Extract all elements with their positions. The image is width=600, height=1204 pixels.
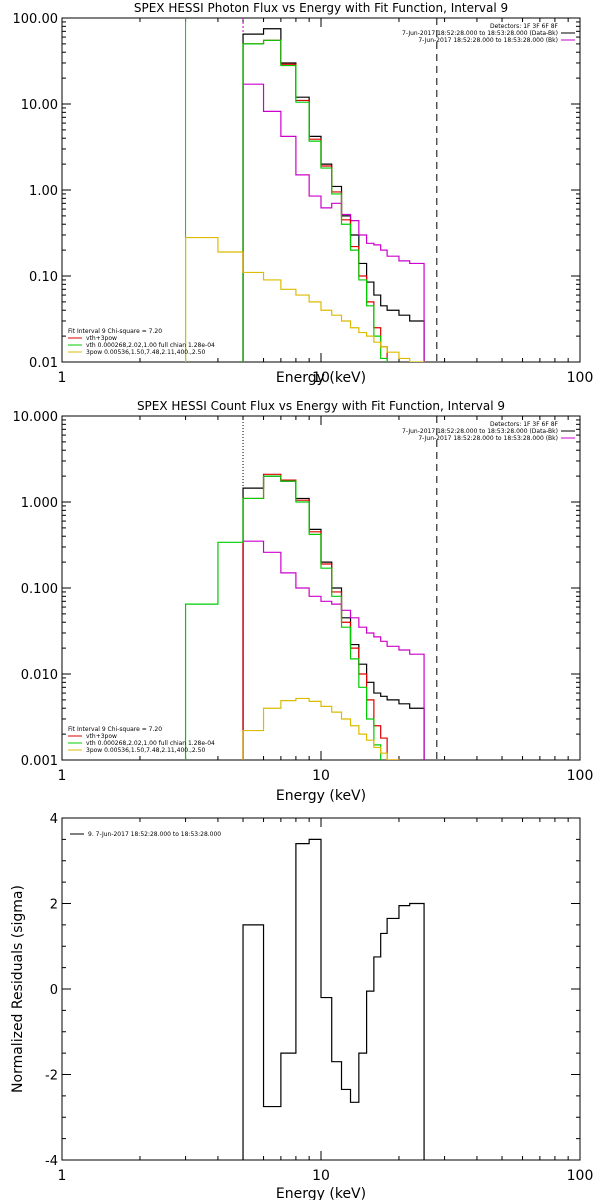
y-tick-label: -4	[45, 1154, 58, 1169]
series-vth	[242, 39, 388, 362]
y-tick-label: 10.000	[13, 410, 59, 425]
series-data_minus_bk	[242, 28, 425, 362]
x-tick-label: 100	[567, 1168, 594, 1184]
series-vth	[184, 475, 382, 760]
x-tick-label: 100	[567, 370, 594, 386]
chart-panel-3: 1 10 100 -4 -2 0 2 4 Energy (keV) Normalized Resi…	[10, 812, 594, 1202]
y-tick-label: 0.01	[29, 356, 58, 371]
legend-entry: 3pow 0.00536,1.50,7.48,2.11,400.,2.50	[86, 349, 205, 356]
chart-panel-1: SPEX HESSI Photon Flux vs Energy with Fi…	[13, 1, 594, 386]
series-data_minus_bk	[242, 475, 425, 760]
y-tick-label: 4	[50, 812, 58, 827]
plot-area	[184, 416, 438, 760]
x-axis-label: Energy (keV)	[276, 370, 366, 386]
legend-entry: vth 0.000268,2.02,1.00 full chian 1.28e-…	[86, 740, 215, 747]
series-residuals	[242, 838, 425, 1160]
legend-entry: 7-Jun-2017 18:52:28.000 to 18:53:28.000 …	[402, 30, 558, 37]
x-tick-label: 10	[312, 1168, 330, 1184]
series-bk	[242, 540, 425, 760]
legend-entry: vth+3pow	[86, 733, 117, 740]
y-tick-label: 0.10	[29, 270, 58, 285]
x-tick-label: 10	[312, 370, 330, 386]
series-bk	[242, 83, 425, 362]
plot-frame	[61, 415, 581, 761]
y-tick-label: 0	[50, 983, 58, 998]
legend-entry: Fit Interval 9 Chi-square = 7.20	[68, 726, 162, 733]
legend-entry: 7-Jun-2017 18:52:28.000 to 18:53:28.000 …	[418, 37, 558, 44]
chart-title: SPEX HESSI Photon Flux vs Energy with Fi…	[134, 1, 508, 15]
legend-entry: vth+3pow	[86, 335, 117, 342]
x-tick-label: 1	[58, 1168, 67, 1184]
y-tick-label: 1.00	[29, 184, 58, 199]
chart-title: SPEX HESSI Count Flux vs Energy with Fit…	[137, 399, 505, 413]
plot-area	[242, 838, 425, 1160]
y-tick-label: 0.010	[21, 668, 58, 683]
y-tick-label: 100.00	[13, 12, 59, 27]
chart-panel-2: SPEX HESSI Count Flux vs Energy with Fit…	[13, 399, 594, 804]
series-vth_plus_3pow	[242, 39, 388, 362]
plot-area	[184, 18, 438, 362]
legend-entry: 3pow 0.00536,1.50,7.48,2.11,400.,2.50	[86, 747, 205, 754]
y-tick-label: 0.001	[21, 754, 58, 769]
x-tick-label: 1	[58, 370, 67, 386]
legend-entry: Fit Interval 9 Chi-square = 7.20	[68, 328, 162, 335]
y-tick-label: -2	[45, 1069, 58, 1084]
legend-entry: Detectors: 1F 3F 6F 8F	[490, 421, 559, 428]
x-tick-label: 1	[58, 768, 67, 784]
series-3pow	[242, 697, 400, 760]
series-3pow	[184, 236, 425, 362]
series-vth_plus_3pow	[242, 473, 400, 760]
x-axis-label: Energy (keV)	[276, 1186, 366, 1200]
x-tick-label: 100	[567, 768, 594, 784]
legend-entry: Detectors: 1F 3F 6F 8F	[490, 23, 559, 30]
y-tick-label: 2	[50, 898, 58, 913]
legend-entry: 9. 7-Jun-2017 18:52:28.000 to 18:53:28.0…	[88, 831, 221, 838]
y-axis-label: Normalized Residuals (sigma)	[10, 885, 26, 1093]
legend-entry: vth 0.000268,2.02,1.00 full chian 1.28e-…	[86, 342, 215, 349]
legend-entry: 7-Jun-2017 18:52:28.000 to 18:53:28.000 …	[418, 435, 558, 442]
y-tick-label: 1.000	[21, 496, 58, 511]
y-tick-label: 0.100	[21, 582, 58, 597]
y-tick-label: 10.00	[21, 98, 58, 113]
x-tick-label: 10	[312, 768, 330, 784]
x-axis-label: Energy (keV)	[276, 788, 366, 804]
legend-entry: 7-Jun-2017 18:52:28.000 to 18:53:28.000 …	[402, 428, 558, 435]
